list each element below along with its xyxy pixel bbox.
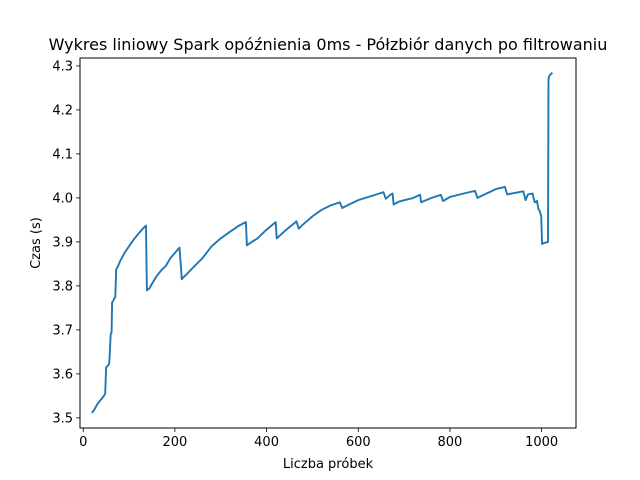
x-tick-label: 600 [346, 435, 371, 450]
chart-title: Wykres liniowy Spark opóźnienia 0ms - Pó… [49, 35, 608, 54]
y-tick-label: 4.0 [52, 191, 73, 206]
y-tick-label: 3.8 [52, 279, 73, 294]
y-tick-label: 3.6 [52, 367, 73, 382]
y-tick-label: 4.2 [52, 103, 73, 118]
y-tick-label: 4.3 [52, 59, 73, 74]
y-axis: 3.5 3.6 3.7 3.8 3.9 4.0 4.1 4.2 4.3 [52, 59, 80, 426]
y-tick-label: 3.5 [52, 411, 73, 426]
y-tick-label: 4.1 [52, 147, 73, 162]
x-tick-label: 800 [438, 435, 463, 450]
plot-area [91, 72, 554, 414]
plot-frame [79, 57, 577, 429]
y-tick-label: 3.7 [52, 323, 73, 338]
x-tick-label: 200 [162, 435, 187, 450]
series-line [91, 72, 554, 414]
y-axis-label: Czas (s) [29, 217, 44, 269]
x-axis-label: Liczba próbek [283, 457, 374, 472]
y-tick-label: 3.9 [52, 235, 73, 250]
x-tick-label: 1000 [525, 435, 558, 450]
x-axis: 0 200 400 600 800 1000 [79, 428, 558, 450]
x-tick-label: 0 [79, 435, 87, 450]
x-tick-label: 400 [254, 435, 279, 450]
